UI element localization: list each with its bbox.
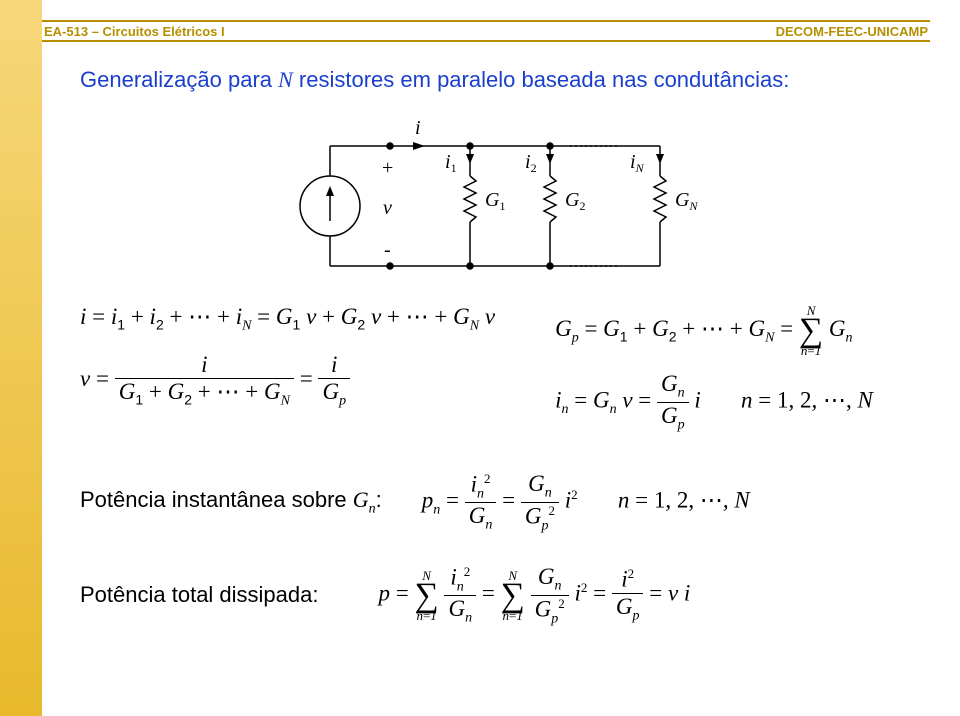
- heading-pre: Generalização para: [80, 67, 278, 92]
- header-right: DECOM-FEEC-UNICAMP: [776, 24, 928, 39]
- svg-text:i1: i1: [445, 151, 457, 175]
- page-header: EA-513 – Circuitos Elétricos I DECOM-FEE…: [42, 20, 930, 42]
- eq-current-sum: i = i1 + i2 + ⋯ + iN = G1 v + G2 v + ⋯ +…: [80, 304, 495, 335]
- circuit-plus: +: [382, 157, 393, 179]
- svg-text:G2: G2: [565, 189, 585, 213]
- circuit-v: v: [383, 197, 392, 219]
- svg-text:GN: GN: [675, 189, 698, 213]
- heading-post: resistores em paralelo baseada nas condu…: [293, 67, 790, 92]
- circuit-diagram: i + - v i1 G1 i2 G2 iN GN: [280, 106, 920, 296]
- svg-text:G1: G1: [485, 189, 505, 213]
- svg-text:i2: i2: [525, 151, 537, 175]
- eq-voltage: v = iG1 + G2 + ⋯ + GN = iGp: [80, 352, 495, 410]
- accent-gradient-bar: [0, 0, 42, 716]
- heading-var: N: [278, 67, 293, 92]
- label-instant-power-text: Potência instantânea sobre: [80, 487, 353, 512]
- eq-pn: pn = in2Gn = GnGp2 i2 n = 1, 2, ⋯, N: [422, 471, 750, 534]
- label-instant-power: Potência instantânea sobre Gn:: [80, 487, 382, 517]
- circuit-i: i: [415, 117, 421, 139]
- label-total-power: Potência total dissipada:: [80, 582, 319, 608]
- page-heading: Generalização para N resistores em paral…: [80, 65, 920, 96]
- eq-in: in = Gn v = GnGp i n = 1, 2, ⋯, N: [555, 371, 873, 433]
- eq-Gp: Gp = G1 + G2 + ⋯ + GN = N∑n=1 Gn: [555, 304, 873, 357]
- svg-text:iN: iN: [630, 151, 645, 175]
- eq-p-total: p = N∑n=1 in2Gn = N∑n=1 GnGp2 i2 = i2Gp …: [379, 564, 691, 627]
- header-left: EA-513 – Circuitos Elétricos I: [44, 24, 225, 39]
- circuit-minus: -: [384, 239, 391, 261]
